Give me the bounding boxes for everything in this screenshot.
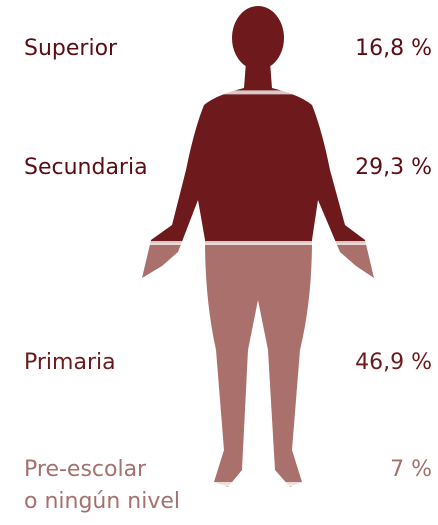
level-label: Secundaria (24, 152, 148, 184)
level-label: Superior (24, 33, 117, 65)
value-label: 29,3 % (355, 152, 432, 184)
level-label: Primaria (24, 347, 116, 379)
value-label: 46,9 % (355, 347, 432, 379)
infographic: Superior 16,8 % Secundaria 29,3 % Primaria 46… (0, 0, 438, 525)
value-label: 16,8 % (355, 33, 432, 65)
chart (0, 0, 438, 525)
silhouette (120, 6, 400, 520)
value-label: 7 % (390, 454, 432, 486)
level-label: Pre-escolar o ningún nivel (24, 454, 180, 518)
